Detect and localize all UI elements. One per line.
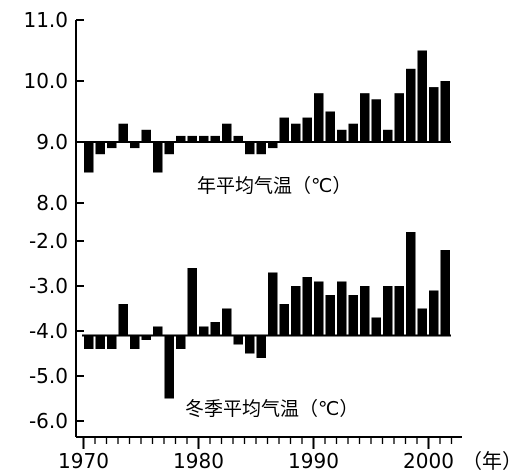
x-tick-label-2000: 2000	[403, 449, 454, 473]
annual-bar-1981	[210, 135, 220, 142]
winter-bar-1972	[107, 335, 117, 349]
x-tick-label-1970: 1970	[58, 449, 109, 473]
annual-bar-1987	[279, 117, 289, 142]
winter-bar-1983	[233, 335, 243, 345]
chart-title-winter: 冬季平均气温（℃）	[185, 398, 358, 420]
annual-y-tick-label: 8.0	[36, 191, 68, 215]
annual-bar-1998	[406, 68, 416, 142]
x-axis-unit: （年）	[462, 449, 520, 473]
annual-bar-1970	[84, 142, 94, 173]
annual-bar-1991	[325, 111, 335, 142]
annual-bar-1983	[233, 135, 243, 142]
winter-bar-1989	[302, 277, 312, 336]
winter-bar-1971	[95, 335, 105, 349]
winter-bar-1995	[371, 317, 381, 336]
winter-bar-1973	[118, 304, 128, 336]
winter-y-tick-label: -2.0	[29, 229, 68, 253]
annual-y-tick-label: 10.0	[23, 69, 68, 93]
winter-bar-1970	[84, 335, 94, 349]
winter-bar-1986	[268, 272, 278, 336]
winter-bar-1981	[210, 322, 220, 336]
winter-bar-1978	[176, 335, 186, 349]
winter-y-tick-label: -4.0	[29, 319, 68, 343]
winter-y-tick-label: -6.0	[29, 409, 68, 433]
chart-title-annual: 年平均气温（℃）	[197, 175, 351, 197]
winter-bar-2001	[440, 250, 450, 336]
annual-bar-1978	[176, 135, 186, 142]
annual-bar-1997	[394, 93, 404, 142]
annual-bar-1980	[199, 135, 209, 142]
winter-bar-1974	[130, 335, 140, 349]
annual-bar-1985	[256, 142, 266, 155]
annual-bar-2000	[429, 87, 439, 142]
winter-bar-2000	[429, 290, 439, 336]
annual-bar-1973	[118, 123, 128, 142]
winter-y-tick-label: -5.0	[29, 364, 68, 388]
annual-y-tick-label: 11.0	[23, 8, 68, 32]
annual-bar-2001	[440, 81, 450, 142]
annual-bar-1996	[383, 129, 393, 142]
winter-bar-1982	[222, 308, 232, 336]
winter-bar-1980	[199, 326, 209, 336]
winter-bar-1984	[245, 335, 255, 354]
annual-bar-1999	[417, 50, 427, 142]
annual-bar-1982	[222, 123, 232, 142]
x-tick-label-1980: 1980	[173, 449, 224, 473]
winter-bar-1975	[141, 335, 151, 340]
annual-bar-1986	[268, 142, 278, 149]
annual-bar-1974	[130, 142, 140, 149]
annual-bar-1988	[291, 123, 301, 142]
winter-bar-1999	[417, 308, 427, 336]
axes	[75, 20, 462, 438]
winter-bar-1987	[279, 304, 289, 336]
winter-bar-1976	[153, 326, 163, 336]
annual-bar-1995	[371, 99, 381, 142]
winter-bar-1992	[337, 281, 347, 336]
annual-bar-1979	[187, 135, 197, 142]
annual-bar-1992	[337, 129, 347, 142]
annual-bar-1977	[164, 142, 174, 155]
winter-bar-1996	[383, 286, 393, 336]
winter-bar-1985	[256, 335, 266, 358]
winter-bar-1979	[187, 268, 197, 336]
winter-bar-1993	[348, 295, 358, 336]
winter-bar-1994	[360, 286, 370, 336]
winter-bar-1990	[314, 281, 324, 336]
winter-bar-1998	[406, 232, 416, 336]
annual-bar-1975	[141, 129, 151, 142]
annual-temperature-panel: 11.0 10.0 9.0 8.0	[23, 8, 451, 215]
annual-bar-1976	[153, 142, 163, 173]
annual-bar-1994	[360, 93, 370, 142]
winter-temperature-panel: -2.0 -3.0 -4.0 -5.0 -6.0	[29, 229, 451, 433]
winter-bar-1997	[394, 286, 404, 336]
annual-bar-1989	[302, 117, 312, 142]
x-tick-label-1990: 1990	[288, 449, 339, 473]
annual-bar-1984	[245, 142, 255, 155]
annual-bar-1990	[314, 93, 324, 142]
winter-bar-1991	[325, 295, 335, 336]
annual-bar-1972	[107, 142, 117, 149]
winter-y-tick-label: -3.0	[29, 274, 68, 298]
winter-bar-1988	[291, 286, 301, 336]
annual-bar-1993	[348, 123, 358, 142]
x-axis-ticks: 1970 1980 1990 2000	[58, 437, 454, 473]
annual-y-tick-label: 9.0	[36, 130, 68, 154]
winter-bar-1977	[164, 335, 174, 399]
annual-bar-1971	[95, 142, 105, 155]
